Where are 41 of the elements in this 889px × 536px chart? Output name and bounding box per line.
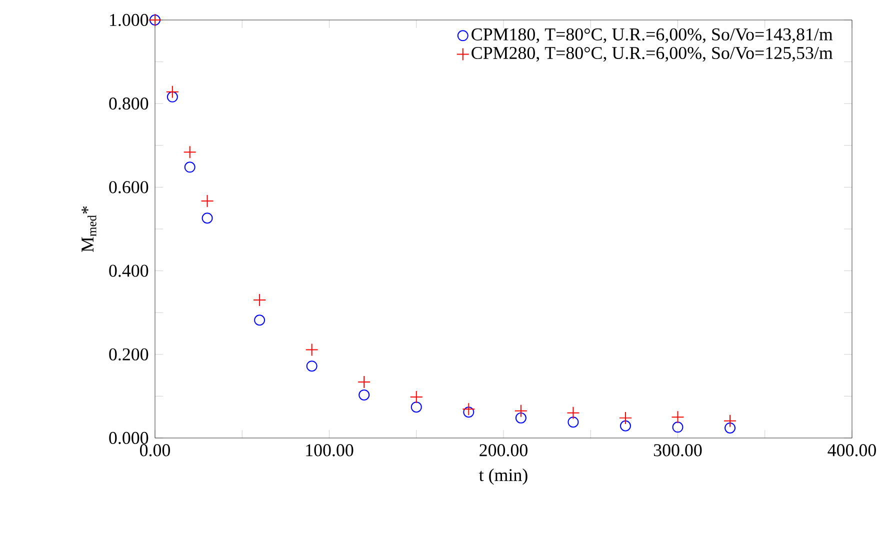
- point: [183, 146, 196, 159]
- point: [410, 390, 423, 404]
- y-tick-label: 0.600: [109, 181, 148, 194]
- y-tick-label: 1.000: [110, 14, 148, 26]
- legend-label: CPM180, T=80°C, U.R.=6,00%, So/Vo=143,81/m: [472, 28, 833, 44]
- y-tick-label: 0.800: [109, 98, 148, 110]
- point: [514, 404, 528, 418]
- point: [305, 343, 318, 356]
- point: [410, 402, 422, 413]
- y-tick-label: 0.200: [109, 348, 148, 360]
- y-tick-label: 0.400: [109, 264, 148, 277]
- x-tick-label: 200.00: [480, 444, 528, 456]
- point: [202, 212, 213, 224]
- point: [566, 406, 580, 420]
- x-tick-label: 400.00: [828, 444, 876, 456]
- x-tick-label: 300.00: [654, 444, 702, 456]
- point: [671, 410, 684, 424]
- point: [306, 360, 318, 372]
- point: [724, 414, 737, 428]
- y-axis-title: M$_{med}$*: [82, 206, 96, 252]
- point: [184, 162, 196, 173]
- point: [254, 314, 266, 326]
- legend-label: CPM280, T=80°C, U.R.=6,00%, So/Vo=125,53/m: [472, 46, 833, 62]
- point: [568, 416, 579, 428]
- point: [724, 422, 736, 434]
- point: [672, 422, 684, 433]
- x-tick-label: 100.00: [306, 444, 354, 456]
- point: [463, 406, 474, 418]
- point: [620, 420, 631, 432]
- y-tick-label: 0.000: [109, 432, 148, 444]
- point: [358, 389, 370, 400]
- point: [166, 91, 178, 102]
- point: [253, 294, 266, 307]
- x-axis-title: t (min): [479, 468, 528, 485]
- point: [618, 411, 632, 424]
- point: [358, 375, 371, 388]
- point: [166, 85, 179, 98]
- x-tick-label: 0.00: [140, 444, 170, 456]
- point: [200, 194, 214, 208]
- point: [462, 402, 476, 416]
- point: [515, 412, 526, 424]
